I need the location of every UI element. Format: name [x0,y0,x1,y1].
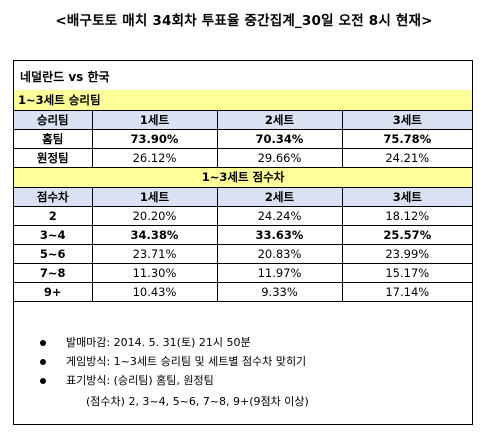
bullet-icon [40,378,46,384]
table-cell: 34.38% [91,224,218,245]
table-cell: 9.33% [216,281,343,302]
section-title-row: 1~3세트 승리팀 [14,90,473,111]
section-title: 1~3세트 점수차 [14,166,473,188]
bullet-icon [40,340,46,346]
table-cell: 75.78% [341,128,473,149]
row-label: 7~8 [14,262,93,283]
row-label: 9+ [14,281,93,302]
table-cell: 25.57% [341,224,473,245]
table-cell: 17.14% [341,281,473,302]
table-row: 9+ 10.43% 9.33% 17.14% [14,281,473,302]
column-header: 1세트 [91,186,218,207]
table-cell: 26.12% [91,147,218,168]
table-row: 2 20.20% 24.24% 18.12% [14,205,473,226]
column-header: 2세트 [216,109,343,130]
header-row: 점수차 1세트 2세트 3세트 [14,186,473,207]
row-label: 5~6 [14,243,93,264]
table-cell: 20.83% [216,243,343,264]
vote-rate-table: 네덜란드 vs 한국 1~3세트 승리팀 승리팀 1세트 2세트 3세트 홈팀 … [13,60,473,425]
note-item: 표기방식: (승리팀) 홈팀, 원정팀 [66,374,214,387]
table-cell: 29.66% [216,147,343,168]
note-item: (점수차) 2, 3~4, 5~6, 7~8, 9+(9점차 이상) [86,395,309,408]
table-cell: 24.21% [341,147,473,168]
table-cell: 20.20% [91,205,218,226]
table-row: 3~4 34.38% 33.63% 25.57% [14,224,473,245]
table-cell: 73.90% [91,128,218,149]
table-row: 원정팀 26.12% 29.66% 24.21% [14,147,473,168]
note-item: 게임방식: 1~3세트 승리팀 및 세트별 점수차 맞히기 [66,355,307,368]
column-header: 점수차 [14,186,93,207]
table-cell: 23.99% [341,243,473,264]
table-cell: 70.34% [216,128,343,149]
column-header: 3세트 [341,186,473,207]
table-cell: 11.30% [91,262,218,283]
note-item: 발매마감: 2014. 5. 31(토) 21시 50분 [66,336,251,349]
row-label: 원정팀 [14,147,93,168]
table-row: 5~6 23.71% 20.83% 23.99% [14,243,473,264]
column-header: 1세트 [91,109,218,130]
column-header: 승리팀 [14,109,93,130]
row-label: 2 [14,205,93,226]
match-row: 네덜란드 vs 한국 [14,61,472,91]
section-title: 1~3세트 승리팀 [14,90,473,111]
column-header: 3세트 [341,109,473,130]
section-title-row: 1~3세트 점수차 [14,166,473,188]
table-cell: 18.12% [341,205,473,226]
row-label: 3~4 [14,224,93,245]
column-header: 2세트 [216,186,343,207]
table-cell: 33.63% [216,224,343,245]
table-cell: 24.24% [216,205,343,226]
winner-table: 1~3세트 승리팀 승리팀 1세트 2세트 3세트 홈팀 73.90% 70.3… [14,90,473,302]
table-row: 7~8 11.30% 11.97% 15.17% [14,262,473,283]
bullet-icon [40,359,46,365]
row-label: 홈팀 [14,128,93,149]
table-cell: 11.97% [216,262,343,283]
header-row: 승리팀 1세트 2세트 3세트 [14,109,473,130]
table-cell: 10.43% [91,281,218,302]
table-cell: 15.17% [341,262,473,283]
match-name: 네덜란드 vs 한국 [20,70,110,84]
page-title: <배구토토 매치 34회차 투표율 중간집계_30일 오전 8시 현재> [55,13,433,29]
table-row: 홈팀 73.90% 70.34% 75.78% [14,128,473,149]
table-cell: 23.71% [91,243,218,264]
